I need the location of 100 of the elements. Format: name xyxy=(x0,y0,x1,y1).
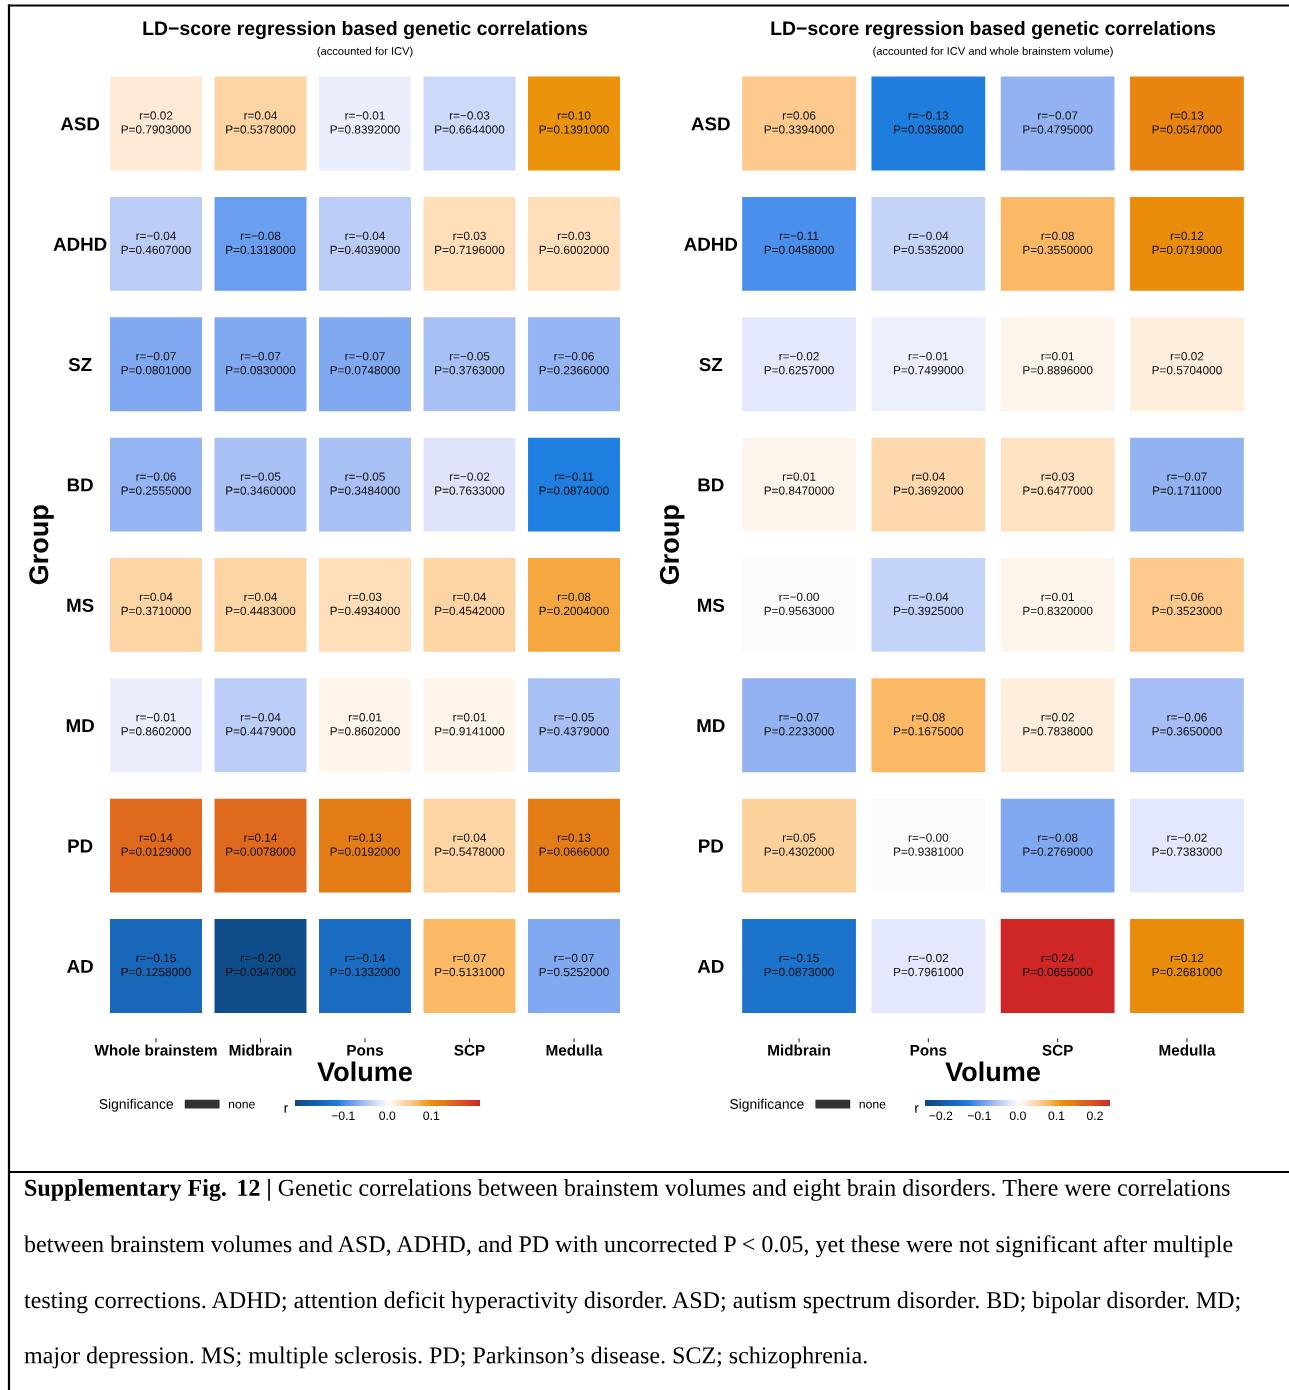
color-bar-title: r xyxy=(915,1105,919,1113)
data-label: r=0.02 P=0.5704000 xyxy=(1152,352,1222,375)
x-axis-title: Volume xyxy=(317,1061,412,1082)
y-tick-label: MS xyxy=(697,598,725,612)
data-label: r=−0.04 P=0.5352000 xyxy=(894,231,964,255)
data-label: r=0.04 P=0.5478000 xyxy=(435,833,505,856)
data-label: r=0.01 P=0.9141000 xyxy=(435,713,505,736)
data-label: r=0.03 P=0.4934000 xyxy=(330,592,400,616)
data-label: r=−0.07 P=0.0748000 xyxy=(330,352,400,375)
y-tick-label: PD xyxy=(699,839,724,853)
data-label: r=0.03 P=0.6477000 xyxy=(1023,472,1093,495)
data-label: r=0.14 P=0.0129000 xyxy=(121,833,191,856)
text: Supplementary Fig. 12 | Genetic correlations between brainstem volumes and eight brain disorders. There were correlations xyxy=(25,1179,1230,1201)
data-label: r=−0.20 P=0.0347000 xyxy=(226,953,296,977)
x-tick-label: Medulla xyxy=(1159,1044,1216,1056)
data-label: r=0.08 P=0.3550000 xyxy=(1023,231,1093,255)
y-tick-label: ASD xyxy=(691,117,730,131)
data-label: r=−0.11 P=0.0874000 xyxy=(539,472,609,495)
data-label: r=−0.05 P=0.3460000 xyxy=(226,472,296,495)
data-label: r=−0.14 P=0.1332000 xyxy=(330,953,400,977)
data-label: r=−0.06 P=0.2555000 xyxy=(121,472,191,495)
data-label: r=−0.08 P=0.2769000 xyxy=(1023,833,1093,856)
y-tick-label: SZ xyxy=(699,357,723,372)
data-label: r=−0.00 P=0.9563000 xyxy=(764,592,834,616)
data-label: r=−0.07 P=0.1711000 xyxy=(1153,472,1222,495)
y-tick-label: BD xyxy=(698,478,724,492)
data-label: r=−0.07 P=0.2233000 xyxy=(764,713,834,736)
data-label: r=−0.15 P=0.1258000 xyxy=(121,953,191,977)
data-label: r=0.04 P=0.3710000 xyxy=(121,592,191,616)
y-tick-label: MS xyxy=(67,598,94,612)
y-axis-title: Group xyxy=(29,505,54,585)
data-label: r=0.14 P=0.0078000 xyxy=(226,833,296,856)
data-label: r=−0.08 P=0.1318000 xyxy=(226,231,296,255)
data-label: r=−0.04 P=0.4039000 xyxy=(330,231,400,255)
y-tick-label: ASD xyxy=(60,117,100,131)
x-tick-label: SCP xyxy=(454,1044,485,1056)
color-bar-label: 0.2 xyxy=(1086,1111,1103,1121)
y-tick-label: SZ xyxy=(68,357,92,372)
data-label: r=−0.07 P=0.0830000 xyxy=(226,352,296,375)
x-axis-title: Volume xyxy=(945,1061,1040,1082)
data-label: r=0.02 P=0.7903000 xyxy=(121,111,191,134)
data-label: r=−0.01 P=0.8392000 xyxy=(330,111,400,134)
data-label: r=0.05 P=0.4302000 xyxy=(764,833,834,856)
data-label: r=−0.02 P=0.7383000 xyxy=(1152,833,1222,856)
data-label: r=−0.06 P=0.2366000 xyxy=(539,352,609,375)
data-label: r=−0.04 P=0.3925000 xyxy=(894,592,964,616)
y-axis-title: Group xyxy=(659,505,685,585)
color-bar-label: −0.1 xyxy=(331,1111,355,1121)
x-tick-label: Pons xyxy=(910,1045,947,1056)
color-bar-label: 0.0 xyxy=(1009,1111,1026,1121)
data-label: r=0.01 P=0.8470000 xyxy=(764,472,834,495)
data-label: r=−0.05 P=0.3763000 xyxy=(435,352,505,375)
data-label: r=0.04 P=0.3692000 xyxy=(894,472,964,495)
x-tick-label: Midbrain xyxy=(229,1044,292,1056)
x-tick-label: Whole brainstem xyxy=(94,1044,217,1056)
legend-title: Significance xyxy=(99,1098,174,1112)
data-label: r=−0.04 P=0.4479000 xyxy=(226,713,296,736)
data-label: r=−0.15 P=0.0873000 xyxy=(764,953,834,977)
data-label: r=−0.01 P=0.8602000 xyxy=(121,713,191,736)
data-label: r=−0.07 P=0.5252000 xyxy=(539,953,609,977)
data-label: r=−0.02 P=0.7633000 xyxy=(435,472,505,495)
data-label: r=0.08 P=0.2004000 xyxy=(539,592,609,616)
legend-title: Significance xyxy=(730,1098,804,1112)
color-bar-label: −0.1 xyxy=(967,1111,991,1121)
data-label: r=0.10 P=0.1391000 xyxy=(539,111,609,134)
data-label: r=−0.13 P=0.0358000 xyxy=(894,111,964,134)
x-tick-label: Medulla xyxy=(546,1044,603,1056)
data-label: r=−0.01 P=0.7499000 xyxy=(894,352,964,375)
data-label: r=−0.02 P=0.7961000 xyxy=(894,953,964,977)
data-label: r=0.13 P=0.0666000 xyxy=(539,833,609,856)
y-tick-label: ADHD xyxy=(53,237,107,251)
data-label: r=−0.05 P=0.4379000 xyxy=(539,713,609,736)
chart-title: LD−score regression based genetic correlations xyxy=(143,20,588,40)
chart-title: LD−score regression based genetic correlations xyxy=(771,20,1216,40)
legend-label: none xyxy=(228,1101,255,1109)
data-label: r=0.06 P=0.3523000 xyxy=(1152,592,1222,616)
data-label: r=0.04 P=0.5378000 xyxy=(226,111,296,134)
data-label: r=−0.11 P=0.0458000 xyxy=(764,231,834,255)
color-bar-label: 0.1 xyxy=(1048,1111,1065,1121)
color-bar-title: r xyxy=(284,1105,289,1113)
data-label: r=−0.07 P=0.4795000 xyxy=(1023,111,1093,134)
legend-label: none xyxy=(859,1101,886,1109)
data-label: r=0.03 P=0.6002000 xyxy=(539,231,609,255)
y-tick-label: MD xyxy=(697,719,725,733)
data-label: r=0.13 P=0.0547000 xyxy=(1152,111,1222,134)
y-tick-label: AD xyxy=(697,959,724,973)
data-label: r=0.24 P=0.0655000 xyxy=(1023,953,1093,977)
data-label: r=0.04 P=0.4542000 xyxy=(435,592,505,616)
data-label: r=−0.07 P=0.0801000 xyxy=(121,352,191,375)
color-bar-label: 0.0 xyxy=(379,1111,396,1121)
y-tick-label: AD xyxy=(67,959,93,973)
data-label: r=−0.06 P=0.3650000 xyxy=(1152,713,1222,736)
color-bar-label: −0.2 xyxy=(929,1111,953,1121)
data-label: r=0.01 P=0.8896000 xyxy=(1023,352,1093,375)
chart-subtitle: (accounted for ICV and whole brainstem volume) xyxy=(873,46,1113,58)
data-label: r=−0.02 P=0.6257000 xyxy=(764,352,834,375)
data-label: r=−0.05 P=0.3484000 xyxy=(330,472,400,495)
data-label: r=−0.03 P=0.6644000 xyxy=(435,111,505,134)
y-tick-label: ADHD xyxy=(684,237,738,251)
data-label: r=0.06 P=0.3394000 xyxy=(764,111,834,134)
